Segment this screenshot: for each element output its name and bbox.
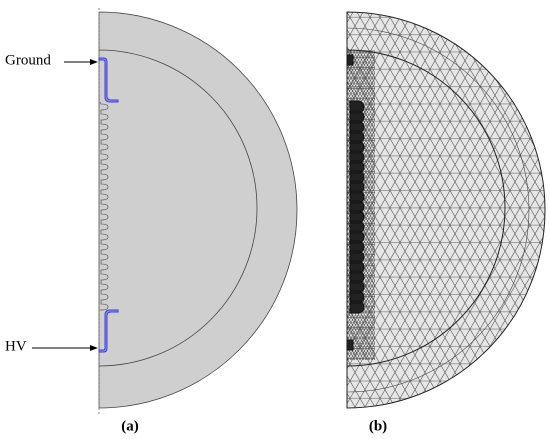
inner-boundary	[346, 49, 506, 367]
outer-layer	[346, 27, 530, 393]
ground-label: Ground	[5, 52, 51, 68]
hv-label: HV	[5, 338, 27, 354]
insulator-sheds	[99, 101, 109, 311]
hv-electrode	[98, 309, 119, 353]
outer-boundary	[346, 11, 546, 409]
ground-electrode	[98, 57, 119, 103]
outer-domain	[98, 11, 298, 409]
caption-a: (a)	[121, 418, 139, 434]
arrow-head	[90, 59, 98, 65]
mesh	[347, 12, 545, 408]
panel-a: Ground HV (a)	[5, 8, 298, 434]
arrow-head	[90, 345, 98, 351]
panel-b: (b)	[346, 11, 546, 434]
inner-boundary	[98, 49, 258, 367]
insulator-mesh	[346, 54, 365, 351]
caption-b: (b)	[369, 418, 387, 434]
